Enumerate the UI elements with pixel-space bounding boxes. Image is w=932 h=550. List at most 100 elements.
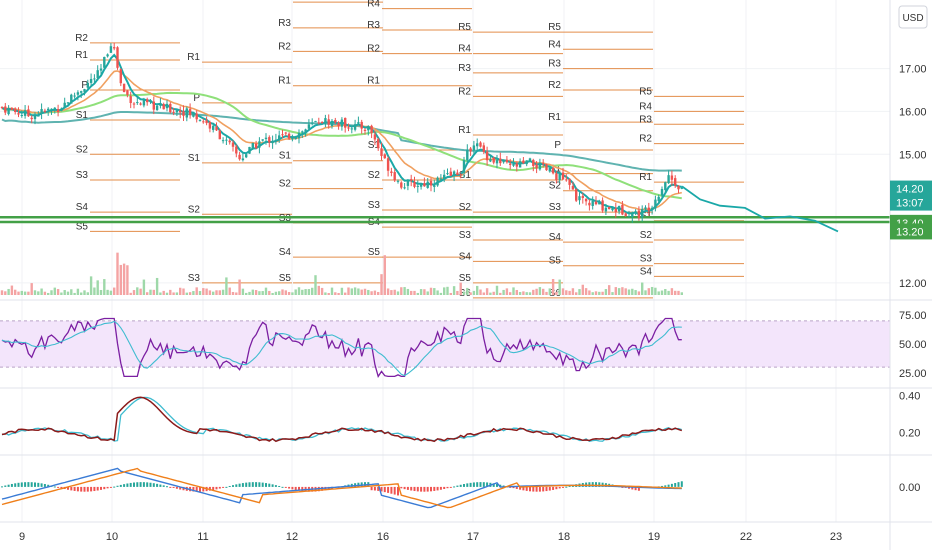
volume-bar [43,291,47,295]
macd-histogram-bar [519,486,522,490]
candle-body [499,158,502,164]
macd-histogram-bar [522,486,525,491]
volume-bar [146,292,149,295]
volume-bar [218,290,221,295]
candle-body [370,125,373,134]
macd-histogram-bar [588,482,591,487]
candle-body [56,108,60,113]
macd-histogram-bar [680,481,683,487]
volume-bar [149,289,152,295]
price-tag-label: 13.20 [896,226,924,238]
macd-histogram-bar [565,486,568,488]
macd-histogram-bar [116,485,119,487]
price-tick-label: 17.00 [899,64,927,76]
candle-body [182,111,185,116]
volume-bar [301,289,304,295]
volume-bar [251,289,254,295]
volume-bar [433,288,436,295]
candle-body [466,149,469,161]
volume-bar [512,287,515,295]
candle-body [367,126,370,131]
candle-body [20,114,23,116]
candle-body [459,173,462,175]
candle-body [175,110,179,113]
candle-body [670,175,674,180]
projection-path [681,185,839,233]
candle-body [509,163,512,165]
projection-line [681,185,839,233]
candle-body [241,158,245,161]
candle-body [14,108,17,113]
candle-body [591,201,594,206]
candle-body [469,148,472,152]
candle-body [30,117,33,120]
macd-signal-line [1,467,682,509]
candle-body [337,122,340,127]
candle-body [664,182,667,191]
currency-label[interactable]: USD [902,13,923,24]
candle-body [380,148,383,156]
pivot-label: R1 [548,112,561,123]
candle-body [403,187,406,189]
candle-body [149,101,152,103]
candle-body [66,102,70,104]
macd-histogram-bar [109,486,112,488]
candle-body [598,202,601,205]
macd-histogram-bar [406,486,409,490]
volume-bar [357,288,360,295]
macd-histogram-bar [235,484,238,487]
volume-bar [634,290,637,295]
volume-bar [502,289,505,295]
volume-bar [116,252,119,295]
candle-body [330,120,334,126]
pivot-points: R2R1PS1S2S3S4S5R1PS1S2S3R4R3R2R1S1S2S3S4… [75,0,744,299]
rsi-indicator[interactable] [1,317,682,378]
price-axis[interactable]: 17.00 16.00 15.00 12.00 75.00 50.00 25.00 0.40 0… [899,64,927,494]
macd-histogram-bar [294,486,297,491]
volume-bar [317,285,320,295]
pivot-label: R5 [458,22,471,33]
volume-bar [449,292,452,295]
candlesticks[interactable] [0,42,683,223]
currency-button[interactable]: USD [898,5,928,29]
volume-bar [202,288,205,295]
volume-bar [621,287,624,295]
time-axis[interactable]: 9 10 11 12 16 17 18 19 22 23 [19,531,842,543]
volume-bar [307,289,311,295]
macd-histogram-bar [281,486,284,488]
macd-histogram-bar [10,483,13,487]
candle-body [680,187,683,189]
volume-bar [76,288,80,295]
volume-bar [594,291,598,295]
candle-body [165,103,169,109]
pivot-label: R3 [367,20,380,31]
macd-histogram-bar [129,482,132,487]
stochastic-indicator[interactable] [1,396,683,443]
currency-button-frame[interactable] [898,5,928,29]
macd-histogram-bar [133,482,135,487]
time-tick-label: 16 [377,531,389,543]
volume-bar [631,288,634,295]
macd-histogram-bar [34,482,36,487]
macd-histogram-bar [162,485,165,487]
candle-body [17,113,20,115]
volume-bar [443,287,446,295]
volume-bar [261,291,264,295]
candle-body [561,172,565,180]
macd-histogram-bar [397,486,399,496]
macd-histogram-bar [80,486,83,492]
volume-bar [476,285,479,295]
macd-histogram-bar [24,482,27,487]
volume-bar [509,292,512,295]
candle-body [294,136,297,140]
candle-body [677,186,680,190]
candle-body [146,99,149,103]
macd-indicator[interactable] [1,467,683,509]
candle-body [317,122,320,124]
candle-body [410,179,413,181]
pivot-label: R2 [367,44,380,55]
pivot-label: R3 [548,59,561,70]
volume-bar [452,286,456,295]
candle-body [578,196,581,201]
